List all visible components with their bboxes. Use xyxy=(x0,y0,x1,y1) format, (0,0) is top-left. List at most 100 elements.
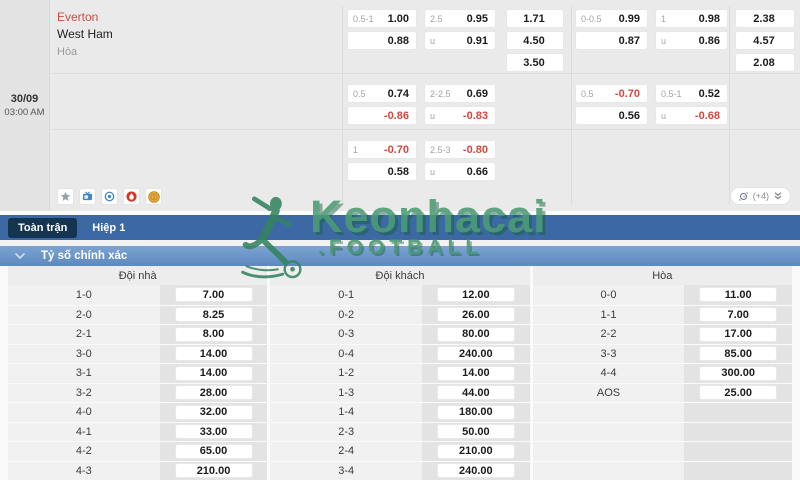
score-odds-box[interactable]: 25.00 xyxy=(699,385,778,401)
odds-box[interactable]: 1 0.98 xyxy=(655,9,728,28)
score-label: 4-3 xyxy=(8,461,160,480)
odds-value: 0.56 xyxy=(618,109,640,122)
odds-box[interactable]: 2.38 xyxy=(735,9,795,28)
tab-full-match[interactable]: Toàn trận xyxy=(8,217,78,238)
odds-line-label: u xyxy=(430,166,436,177)
score-label: 0-3 xyxy=(270,325,423,344)
score-label: AOS xyxy=(532,383,685,402)
score-odds-box[interactable]: 14.00 xyxy=(174,365,253,381)
score-odds-box[interactable]: 300.00 xyxy=(699,365,778,381)
coin-icon[interactable] xyxy=(145,188,162,205)
score-odds-box[interactable]: 28.00 xyxy=(174,385,253,401)
home-team-name[interactable]: Everton xyxy=(57,10,99,24)
score-odds-cell xyxy=(684,403,792,422)
odds-box[interactable]: 2-2.5 0.69 xyxy=(424,84,496,103)
score-odds-box[interactable]: 7.00 xyxy=(174,287,253,303)
odds-box[interactable]: u -0.68 xyxy=(655,106,728,125)
odds-value: 0.66 xyxy=(466,165,488,178)
odds-box[interactable]: 4.57 xyxy=(735,31,795,50)
odds-box[interactable]: 0.5-1 0.52 xyxy=(655,84,728,103)
score-odds-cell: 14.00 xyxy=(422,364,530,383)
odds-box[interactable]: u 0.66 xyxy=(424,162,496,181)
odds-line-label: 2-2.5 xyxy=(430,88,451,99)
score-odds-box[interactable]: 33.00 xyxy=(174,424,253,440)
odds-box[interactable]: 1 -0.70 xyxy=(347,140,417,159)
score-odds-box[interactable]: 8.25 xyxy=(174,307,253,323)
score-row: 2-1 8.00 xyxy=(8,324,268,344)
score-odds-box[interactable]: 50.00 xyxy=(436,424,515,440)
score-odds-box[interactable]: 14.00 xyxy=(174,346,253,362)
odds-box[interactable]: u 0.91 xyxy=(424,31,496,50)
score-odds-box[interactable]: 14.00 xyxy=(436,365,515,381)
odds-box[interactable]: u -0.83 xyxy=(424,106,496,125)
score-odds-cell: 28.00 xyxy=(159,383,268,402)
score-odds-cell: 7.00 xyxy=(159,285,268,305)
odds-box[interactable]: 0.58 xyxy=(347,162,417,181)
tab-first-half[interactable]: Hiệp 1 xyxy=(92,221,126,234)
more-odds-button[interactable]: (+4) xyxy=(729,187,791,205)
score-row: 0-3 80.00 xyxy=(270,324,530,344)
score-row: 1-0 7.00 xyxy=(8,285,268,305)
target-icon[interactable] xyxy=(101,188,118,205)
score-odds-box[interactable]: 180.00 xyxy=(436,404,515,420)
score-row: 1-4 180.00 xyxy=(270,402,530,422)
odds-box[interactable]: 0-0.5 0.99 xyxy=(575,9,648,28)
score-odds-box[interactable]: 65.00 xyxy=(174,443,253,459)
odds-box[interactable]: 2.5-3 -0.80 xyxy=(424,140,496,159)
odds-line-label: 0.5-1 xyxy=(661,88,682,99)
odds-box[interactable]: 2.5 0.95 xyxy=(424,9,496,28)
score-odds-box[interactable]: 210.00 xyxy=(174,463,253,479)
live-tv-icon[interactable] xyxy=(79,188,96,205)
odds-box[interactable]: 0.5 -0.70 xyxy=(575,84,648,103)
odds-box[interactable]: 0.88 xyxy=(347,31,417,50)
score-odds-cell: 65.00 xyxy=(159,442,268,461)
score-odds-box[interactable]: 32.00 xyxy=(174,404,253,420)
match-time-sidebar: 30/09 03:00 AM xyxy=(0,0,50,211)
score-odds-box[interactable]: 240.00 xyxy=(436,346,515,362)
score-odds-box[interactable]: 7.00 xyxy=(699,307,778,323)
score-row: 0-4 240.00 xyxy=(270,343,530,363)
score-odds-box[interactable]: 210.00 xyxy=(436,443,515,459)
score-odds-box[interactable]: 240.00 xyxy=(436,463,515,479)
score-label: 1-2 xyxy=(270,364,423,383)
score-odds-box[interactable]: 26.00 xyxy=(436,307,515,323)
odds-box[interactable]: 0.5-1 1.00 xyxy=(347,9,417,28)
score-odds-box[interactable]: 8.00 xyxy=(174,326,253,342)
odds-box[interactable]: 0.56 xyxy=(575,106,648,125)
odds-box[interactable]: 0.5 0.74 xyxy=(347,84,417,103)
score-odds-box[interactable]: 80.00 xyxy=(436,326,515,342)
hot-match-icon[interactable] xyxy=(123,188,140,205)
odds-box[interactable]: 0.87 xyxy=(575,31,648,50)
score-row: AOS 25.00 xyxy=(532,382,792,402)
odds-line-label: 0.5 xyxy=(581,88,594,99)
odds-box[interactable]: -0.86 xyxy=(347,106,417,125)
odds-value: 4.50 xyxy=(523,34,545,47)
score-odds-cell: 7.00 xyxy=(684,305,792,324)
score-odds-box[interactable]: 44.00 xyxy=(436,385,515,401)
score-odds-box[interactable]: 85.00 xyxy=(699,346,778,362)
score-label: 1-0 xyxy=(8,285,160,305)
score-column: 0-1 12.00 0-2 26.00 0-3 80.00 0-4 240.00 1-2 14.0… xyxy=(270,285,530,480)
score-odds-box[interactable]: 17.00 xyxy=(699,326,778,342)
odds-box[interactable]: 3.50 xyxy=(506,53,564,72)
score-label: 1-3 xyxy=(270,383,423,402)
odds-line-label: u xyxy=(661,35,667,46)
score-odds-box[interactable]: 11.00 xyxy=(699,287,778,303)
score-odds-cell: 44.00 xyxy=(422,383,530,402)
odds-box[interactable]: 4.50 xyxy=(506,31,564,50)
refresh-globe-icon xyxy=(738,191,749,202)
correct-score-section-header[interactable]: Tỷ số chính xác xyxy=(0,246,800,266)
odds-line-label: 0.5-1 xyxy=(353,13,374,24)
score-label: 3-4 xyxy=(270,461,423,480)
favorite-star-icon[interactable] xyxy=(57,188,74,205)
odds-box[interactable]: u 0.86 xyxy=(655,31,728,50)
odds-box[interactable]: 1.71 xyxy=(506,9,564,28)
score-odds-box[interactable]: 12.00 xyxy=(436,287,515,303)
score-label: 1-1 xyxy=(532,305,685,324)
odds-value: 0.91 xyxy=(466,34,488,47)
odds-box[interactable]: 2.08 xyxy=(735,53,795,72)
away-team-name[interactable]: West Ham xyxy=(57,27,113,41)
score-label: 0-0 xyxy=(532,285,685,305)
score-label: 3-3 xyxy=(532,344,685,363)
score-row: 4-1 33.00 xyxy=(8,421,268,441)
